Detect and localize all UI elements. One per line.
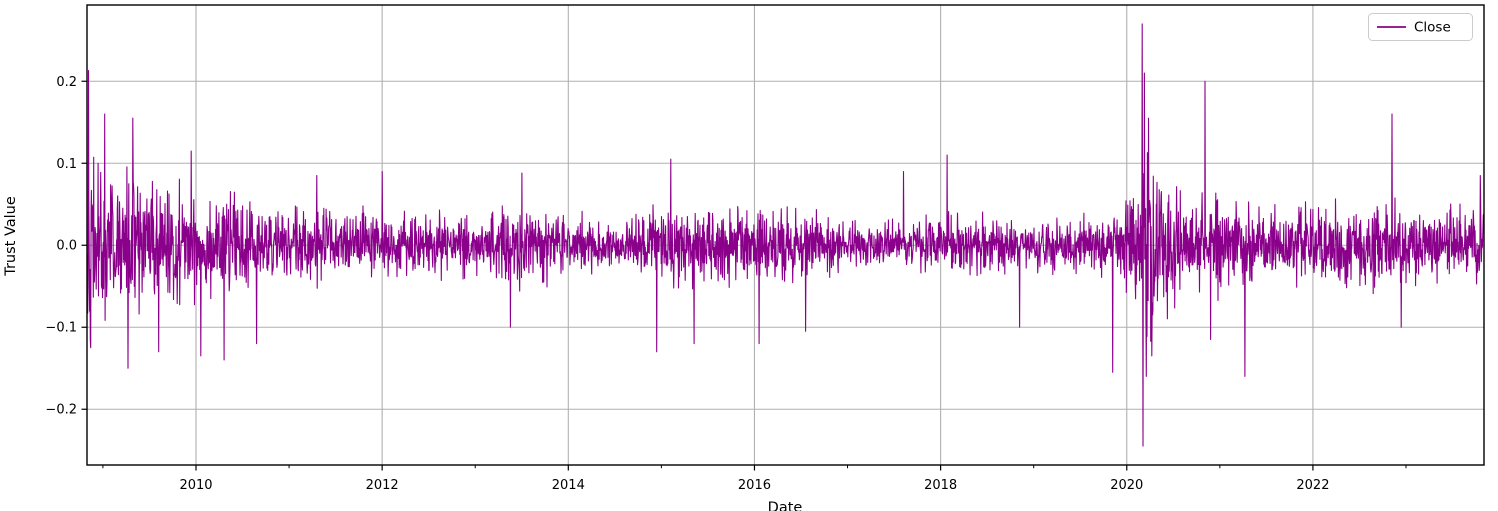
axes-spines [86, 4, 1485, 466]
legend-box [1368, 13, 1473, 41]
close-series-line [87, 23, 1484, 447]
axis-tick-labels: 2010 2012 2014 2016 2018 2020 2022 −0.2 −0.1 0.0 0… [45, 75, 1329, 493]
y-tick-label: 0.2 [56, 75, 77, 90]
x-tick-label: 2022 [1296, 478, 1329, 493]
y-tick-label: −0.2 [45, 403, 77, 418]
x-tick-label: 2010 [179, 478, 212, 493]
y-tick-label: 0.0 [56, 239, 77, 254]
x-tick-label: 2012 [366, 478, 399, 493]
x-tick-label: 2014 [552, 478, 585, 493]
y-tick-label: −0.1 [45, 321, 77, 336]
y-tick-label: 0.1 [56, 157, 77, 172]
x-axis-label: Date [768, 500, 803, 511]
x-tick-label: 2018 [924, 478, 957, 493]
x-tick-label: 2016 [738, 478, 771, 493]
y-axis-label: Trust Value [3, 196, 19, 277]
axis-ticks [81, 80, 1407, 471]
legend: Close [1368, 13, 1473, 41]
legend-label: Close [1414, 20, 1451, 36]
x-tick-label: 2020 [1110, 478, 1143, 493]
